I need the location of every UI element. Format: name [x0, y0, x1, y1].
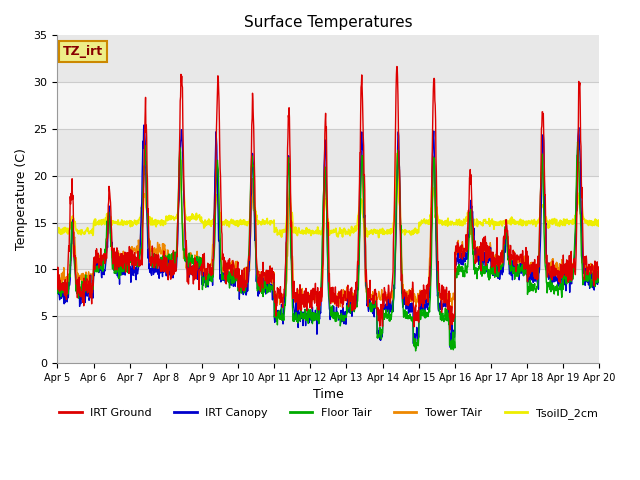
Text: TZ_irt: TZ_irt — [63, 45, 103, 58]
Y-axis label: Temperature (C): Temperature (C) — [15, 148, 28, 250]
Bar — [58, 36, 600, 82]
Title: Surface Temperatures: Surface Temperatures — [244, 15, 413, 30]
Bar — [58, 223, 600, 269]
Bar — [58, 176, 600, 223]
Legend: IRT Ground, IRT Canopy, Floor Tair, Tower TAir, TsoilD_2cm: IRT Ground, IRT Canopy, Floor Tair, Towe… — [55, 403, 602, 423]
Bar — [58, 129, 600, 176]
X-axis label: Time: Time — [313, 388, 344, 401]
Bar — [58, 316, 600, 363]
Bar — [58, 82, 600, 129]
Bar — [58, 269, 600, 316]
